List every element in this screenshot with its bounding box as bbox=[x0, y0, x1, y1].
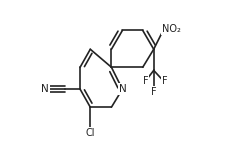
Text: F: F bbox=[150, 87, 156, 97]
Text: N: N bbox=[118, 84, 126, 94]
Text: F: F bbox=[161, 76, 167, 86]
Text: N: N bbox=[41, 84, 49, 94]
Text: F: F bbox=[142, 76, 148, 86]
Text: NO₂: NO₂ bbox=[161, 24, 180, 34]
Text: Cl: Cl bbox=[85, 128, 95, 138]
